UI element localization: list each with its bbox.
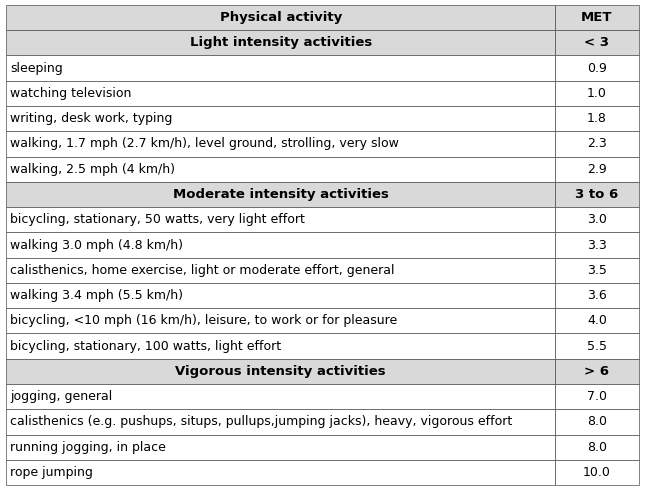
Bar <box>6 359 555 384</box>
Bar <box>6 106 555 131</box>
Bar <box>6 131 555 156</box>
Text: walking, 1.7 mph (2.7 km/h), level ground, strolling, very slow: walking, 1.7 mph (2.7 km/h), level groun… <box>10 137 399 150</box>
Text: writing, desk work, typing: writing, desk work, typing <box>10 112 173 125</box>
Text: > 6: > 6 <box>584 365 610 378</box>
Text: Moderate intensity activities: Moderate intensity activities <box>173 188 389 201</box>
Bar <box>6 55 555 81</box>
Text: watching television: watching television <box>10 87 132 100</box>
Text: rope jumping: rope jumping <box>10 466 93 479</box>
Bar <box>6 182 555 207</box>
Bar <box>555 156 639 182</box>
Bar <box>555 308 639 334</box>
Text: jogging, general: jogging, general <box>10 390 113 403</box>
Text: 2.9: 2.9 <box>587 163 607 176</box>
Bar <box>6 156 555 182</box>
Text: 3.6: 3.6 <box>587 289 607 302</box>
Bar <box>6 435 555 460</box>
Text: MET: MET <box>581 11 613 24</box>
Bar <box>555 435 639 460</box>
Text: sleeping: sleeping <box>10 62 63 74</box>
Text: bicycling, <10 mph (16 km/h), leisure, to work or for pleasure: bicycling, <10 mph (16 km/h), leisure, t… <box>10 314 397 327</box>
Bar <box>6 30 555 55</box>
Bar <box>555 283 639 308</box>
Bar <box>555 232 639 258</box>
Bar <box>555 81 639 106</box>
Text: bicycling, stationary, 50 watts, very light effort: bicycling, stationary, 50 watts, very li… <box>10 213 305 226</box>
Text: Light intensity activities: Light intensity activities <box>190 36 372 49</box>
Text: 2.3: 2.3 <box>587 137 607 150</box>
Bar <box>555 384 639 409</box>
Bar <box>6 283 555 308</box>
Text: bicycling, stationary, 100 watts, light effort: bicycling, stationary, 100 watts, light … <box>10 340 281 353</box>
Text: calisthenics (e.g. pushups, situps, pullups,jumping jacks), heavy, vigorous effo: calisthenics (e.g. pushups, situps, pull… <box>10 416 513 428</box>
Text: calisthenics, home exercise, light or moderate effort, general: calisthenics, home exercise, light or mo… <box>10 264 395 277</box>
Text: Vigorous intensity activities: Vigorous intensity activities <box>175 365 386 378</box>
Text: walking 3.4 mph (5.5 km/h): walking 3.4 mph (5.5 km/h) <box>10 289 183 302</box>
Text: Physical activity: Physical activity <box>220 11 342 24</box>
Bar <box>555 106 639 131</box>
Bar <box>555 460 639 485</box>
Text: 0.9: 0.9 <box>587 62 607 74</box>
Text: 8.0: 8.0 <box>587 441 607 454</box>
Bar <box>555 30 639 55</box>
Bar <box>6 258 555 283</box>
Bar <box>6 232 555 258</box>
Bar <box>555 182 639 207</box>
Text: 4.0: 4.0 <box>587 314 607 327</box>
Bar <box>6 384 555 409</box>
Bar <box>6 5 555 30</box>
Bar <box>6 334 555 359</box>
Bar <box>555 5 639 30</box>
Text: 1.0: 1.0 <box>587 87 607 100</box>
Bar <box>555 359 639 384</box>
Text: 1.8: 1.8 <box>587 112 607 125</box>
Text: running jogging, in place: running jogging, in place <box>10 441 166 454</box>
Bar <box>555 131 639 156</box>
Bar <box>6 81 555 106</box>
Text: walking, 2.5 mph (4 km/h): walking, 2.5 mph (4 km/h) <box>10 163 175 176</box>
Text: 10.0: 10.0 <box>583 466 611 479</box>
Text: 3.0: 3.0 <box>587 213 607 226</box>
Text: 3.3: 3.3 <box>587 239 607 251</box>
Bar <box>6 207 555 232</box>
Text: walking 3.0 mph (4.8 km/h): walking 3.0 mph (4.8 km/h) <box>10 239 183 251</box>
Bar <box>6 460 555 485</box>
Bar <box>555 207 639 232</box>
Text: 3.5: 3.5 <box>587 264 607 277</box>
Bar <box>555 55 639 81</box>
Text: 3 to 6: 3 to 6 <box>575 188 619 201</box>
Bar <box>6 308 555 334</box>
Bar <box>555 409 639 435</box>
Text: 7.0: 7.0 <box>587 390 607 403</box>
Bar <box>6 409 555 435</box>
Text: 8.0: 8.0 <box>587 416 607 428</box>
Bar <box>555 258 639 283</box>
Bar <box>555 334 639 359</box>
Text: 5.5: 5.5 <box>587 340 607 353</box>
Text: < 3: < 3 <box>584 36 610 49</box>
